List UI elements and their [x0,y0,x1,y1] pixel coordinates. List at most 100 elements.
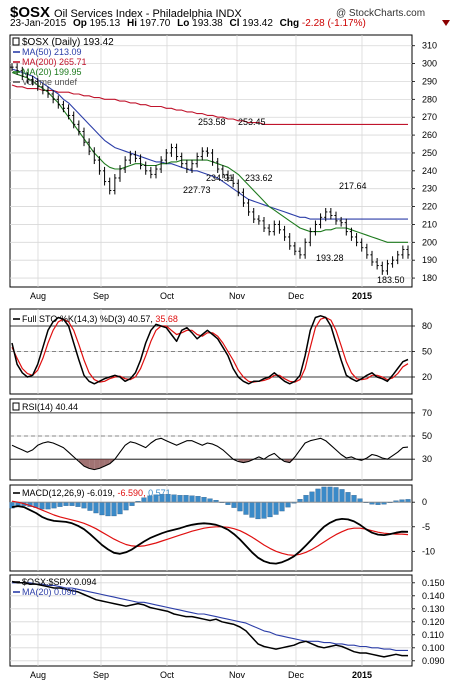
macd-histogram-bar [327,486,333,503]
macd-histogram-bar [339,489,345,503]
x-month-label-bottom: Aug [30,670,46,680]
macd-histogram-bar [249,502,255,518]
x-month-label-bottom: 2015 [352,670,372,680]
price-annotation: 183.50 [377,275,405,285]
rsi-legend-label: RSI(14) 40.44 [22,402,78,412]
price-y-tick-label: 180 [422,273,437,283]
rsi-line [11,437,409,471]
macd-histogram-bar [201,497,207,503]
price-y-tick-label: 300 [422,59,437,69]
price-y-tick-label: 310 [422,41,437,51]
macd-histogram-bar [69,502,75,506]
macd-histogram-bar [255,502,261,520]
price-y-tick-label: 240 [422,166,437,176]
macd-histogram-bar [231,502,237,508]
low-value: 193.38 [192,18,223,29]
macd-histogram-bar [237,502,243,512]
macd-histogram-bar [111,502,117,517]
macd-histogram-bar [243,502,249,515]
macd-line [11,505,409,565]
macd-signal-value: -6.590, [118,488,149,498]
symbol: $OSX [10,4,51,21]
price-annotation: 253.58 [198,117,226,127]
down-triangle-icon [442,20,450,26]
ma200-line [11,84,408,125]
index-name: Oil Services Index - Philadelphia INDX [54,8,242,20]
macd-histogram-bar [75,502,81,507]
ratio-y-tick-label: 0.110 [422,630,444,640]
macd-histogram-bar [351,495,357,503]
macd-histogram-bar [357,498,363,503]
macd-histogram-bar [63,502,69,506]
ratio-legend-entry: MA(20) 0.098 [22,587,77,597]
price-y-tick-label: 280 [422,94,437,104]
x-month-label: 2015 [352,291,372,301]
macd-histogram-bar [183,495,189,503]
macd-histogram-bar [333,487,339,503]
change-label: Chg [279,18,300,29]
close-label: Cl [229,18,240,29]
macd-histogram-bar [267,502,273,518]
macd-histogram-bar [177,495,183,503]
macd-histogram-bar [309,491,315,503]
sto-k-line [11,315,409,385]
x-month-label-bottom: Nov [229,670,246,680]
macd-histogram-bar [39,502,45,510]
x-month-label: Oct [160,291,175,301]
macd-histogram-bar [279,502,285,512]
ratio-legend-entry: $OSX:$SPX 0.094 [22,577,97,587]
ma20-line [11,71,408,243]
macd-hist-value: 0.571 [148,488,171,498]
low-label: Lo [177,18,190,29]
x-month-label-bottom: Dec [288,670,305,680]
price-annotation: 193.28 [316,253,344,263]
price-annotation: 234.91 [206,173,234,183]
change-value: -2.28 (-1.17%) [301,18,366,29]
x-month-label-bottom: Oct [160,670,175,680]
x-month-label: Nov [229,291,246,301]
macd-y-tick-label: -10 [422,546,435,556]
ratio-y-tick-label: 0.130 [422,604,445,614]
macd-signal-line [11,500,409,556]
macd-histogram-bar [129,502,135,506]
stochastic-y-tick-label: 20 [422,372,432,382]
price-y-tick-label: 190 [422,255,437,265]
quote-date: 23-Jan-2015 [10,18,67,29]
rsi-y-tick-label: 50 [422,431,432,441]
macd-histogram-bar [141,497,147,503]
macd-y-tick-label: -5 [422,522,430,532]
ratio-ma20-line [12,582,408,651]
macd-histogram-bar [207,498,213,503]
macd-histogram-bar [285,502,291,508]
open-label: Op [72,18,87,29]
quote-line: 23-Jan-2015 Op 195.13 Hi 197.70 Lo 193.3… [10,18,366,29]
macd-histogram-bar [189,495,195,503]
price-annotation: 233.62 [245,173,273,183]
macd-histogram-bar [321,486,327,503]
macd-y-tick-label: 0 [422,497,427,507]
macd-histogram-bar [117,502,123,515]
sto-legend-label: Full STO %K(14,3) %D(3) 40.57, 35.68 [22,314,178,324]
price-legend-entry: MA(50) 213.09 [22,47,82,57]
x-month-label-bottom: Sep [93,670,109,680]
rsi-y-tick-label: 30 [422,454,432,464]
price-y-tick-label: 260 [422,130,437,140]
price-y-tick-label: 200 [422,237,437,247]
macd-histogram-bar [87,502,93,511]
ratio-y-tick-label: 0.140 [422,591,445,601]
ratio-line [11,580,408,658]
price-legend-entry: Volume undef [22,77,78,87]
watermark: @ StockCharts.com [336,8,426,19]
macd-histogram-bar [273,502,279,515]
macd-histogram-bar [303,495,309,503]
price-legend-entry: $OSX (Daily) 193.42 [22,37,114,48]
sto-d-value: 35.68 [155,314,178,324]
price-y-tick-label: 210 [422,219,437,229]
price-annotation: 227.73 [183,185,211,195]
rsi-oversold-fill [94,459,100,470]
high-label: Hi [126,18,137,29]
x-month-label: Aug [30,291,46,301]
ratio-y-tick-label: 0.120 [422,617,445,627]
